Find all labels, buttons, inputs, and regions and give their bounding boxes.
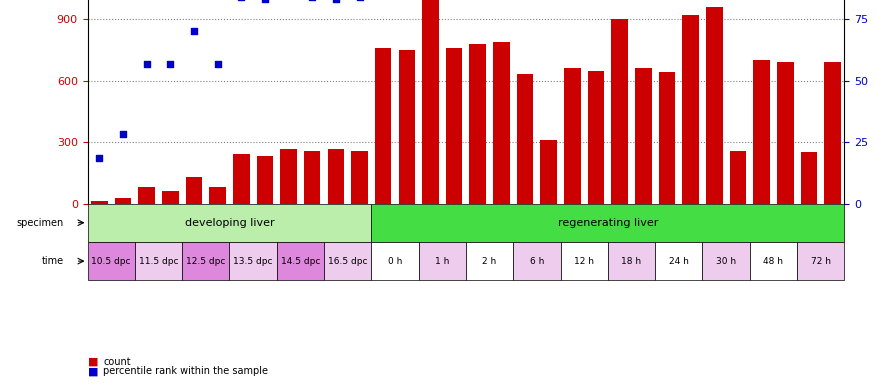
Bar [801, 152, 817, 204]
Bar [682, 15, 699, 204]
Bar [324, 242, 371, 280]
Point [211, 61, 225, 67]
Bar [750, 242, 797, 280]
Bar [88, 242, 135, 280]
Bar [256, 156, 273, 204]
Bar [470, 44, 486, 204]
Text: 30 h: 30 h [716, 257, 736, 266]
Bar [327, 149, 344, 204]
Bar [635, 68, 652, 204]
Bar [162, 191, 178, 204]
Bar [706, 7, 723, 204]
Bar [374, 48, 391, 204]
Text: count: count [103, 357, 131, 367]
Text: 13.5 dpc: 13.5 dpc [234, 257, 273, 266]
Bar [135, 242, 182, 280]
Bar [753, 60, 770, 204]
Text: 12 h: 12 h [574, 257, 594, 266]
Text: 12.5 dpc: 12.5 dpc [186, 257, 226, 266]
Bar [608, 242, 655, 280]
Bar [493, 42, 510, 204]
Bar [588, 71, 605, 204]
Bar [233, 154, 249, 204]
Bar [209, 187, 226, 204]
Text: percentile rank within the sample: percentile rank within the sample [103, 366, 269, 376]
Bar [88, 204, 371, 242]
Text: 11.5 dpc: 11.5 dpc [139, 257, 178, 266]
Text: time: time [42, 256, 64, 266]
Bar [115, 199, 131, 204]
Text: 24 h: 24 h [668, 257, 689, 266]
Point [258, 0, 272, 2]
Point [140, 61, 154, 67]
Bar [398, 50, 415, 204]
Text: 16.5 dpc: 16.5 dpc [328, 257, 368, 266]
Text: 6 h: 6 h [529, 257, 544, 266]
Bar [659, 73, 676, 204]
Text: specimen: specimen [17, 218, 64, 228]
Point [164, 61, 178, 67]
Bar [138, 187, 155, 204]
Point [116, 131, 130, 137]
Bar [418, 242, 466, 280]
Bar [797, 242, 844, 280]
Bar [371, 242, 418, 280]
Bar [91, 202, 108, 204]
Text: 14.5 dpc: 14.5 dpc [281, 257, 320, 266]
Bar [446, 48, 462, 204]
Bar [561, 242, 608, 280]
Point [187, 28, 201, 35]
Bar [371, 204, 844, 242]
Bar [186, 177, 202, 204]
Bar [777, 62, 794, 204]
Point [93, 156, 107, 162]
Text: regenerating liver: regenerating liver [557, 218, 658, 228]
Bar [612, 19, 628, 204]
Text: ■: ■ [88, 366, 98, 376]
Bar [730, 151, 746, 204]
Bar [422, 0, 438, 204]
Text: 72 h: 72 h [811, 257, 830, 266]
Bar [541, 140, 557, 204]
Bar [304, 151, 320, 204]
Text: developing liver: developing liver [185, 218, 274, 228]
Text: 1 h: 1 h [435, 257, 450, 266]
Bar [182, 242, 229, 280]
Text: 2 h: 2 h [482, 257, 497, 266]
Bar [280, 149, 297, 204]
Bar [824, 62, 841, 204]
Text: 0 h: 0 h [388, 257, 402, 266]
Text: ■: ■ [88, 357, 98, 367]
Bar [351, 151, 367, 204]
Text: 48 h: 48 h [763, 257, 783, 266]
Bar [466, 242, 514, 280]
Text: 18 h: 18 h [621, 257, 641, 266]
Bar [703, 242, 750, 280]
Text: 10.5 dpc: 10.5 dpc [91, 257, 131, 266]
Bar [229, 242, 276, 280]
Bar [564, 68, 581, 204]
Bar [517, 74, 534, 204]
Bar [276, 242, 324, 280]
Bar [655, 242, 703, 280]
Bar [514, 242, 561, 280]
Point [329, 0, 343, 2]
